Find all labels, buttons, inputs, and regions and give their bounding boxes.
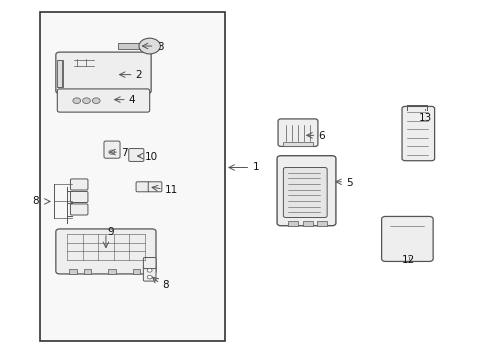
- Text: 7: 7: [121, 148, 127, 158]
- Text: 9: 9: [107, 227, 114, 237]
- Circle shape: [73, 98, 81, 104]
- FancyBboxPatch shape: [381, 216, 432, 261]
- FancyBboxPatch shape: [70, 179, 88, 190]
- FancyBboxPatch shape: [70, 192, 88, 203]
- FancyBboxPatch shape: [70, 204, 88, 215]
- FancyBboxPatch shape: [277, 156, 335, 226]
- FancyBboxPatch shape: [148, 182, 162, 192]
- FancyBboxPatch shape: [283, 167, 326, 217]
- Bar: [132, 269, 140, 274]
- FancyBboxPatch shape: [143, 266, 156, 281]
- Text: 8: 8: [32, 197, 39, 206]
- Text: 5: 5: [346, 177, 352, 188]
- Text: 6: 6: [318, 131, 325, 141]
- Bar: [57, 60, 62, 87]
- Circle shape: [92, 98, 100, 104]
- Text: 8: 8: [162, 280, 168, 290]
- Bar: [108, 269, 116, 274]
- Bar: [317, 221, 326, 226]
- Text: 1: 1: [253, 162, 259, 172]
- FancyBboxPatch shape: [401, 107, 434, 161]
- Circle shape: [109, 150, 115, 154]
- Text: 12: 12: [402, 255, 415, 265]
- Bar: [287, 221, 297, 226]
- Circle shape: [139, 38, 160, 54]
- Text: 4: 4: [128, 95, 135, 105]
- Bar: [40, 12, 224, 341]
- Bar: [84, 269, 91, 274]
- Bar: [283, 143, 312, 146]
- Circle shape: [147, 269, 152, 272]
- Bar: [118, 43, 140, 49]
- Circle shape: [147, 275, 152, 279]
- Text: 2: 2: [135, 70, 142, 80]
- Bar: [302, 221, 312, 226]
- Bar: [58, 60, 63, 87]
- FancyBboxPatch shape: [278, 119, 317, 147]
- FancyBboxPatch shape: [104, 141, 120, 158]
- FancyBboxPatch shape: [143, 257, 156, 269]
- FancyBboxPatch shape: [57, 89, 149, 112]
- FancyBboxPatch shape: [56, 52, 151, 94]
- Text: 3: 3: [157, 42, 163, 52]
- FancyBboxPatch shape: [56, 229, 156, 274]
- Circle shape: [82, 98, 90, 104]
- Text: 10: 10: [145, 153, 158, 162]
- FancyBboxPatch shape: [128, 149, 143, 161]
- Text: 11: 11: [164, 185, 178, 195]
- Text: 13: 13: [418, 113, 431, 123]
- Bar: [147, 269, 154, 274]
- FancyBboxPatch shape: [136, 182, 149, 192]
- Bar: [69, 269, 77, 274]
